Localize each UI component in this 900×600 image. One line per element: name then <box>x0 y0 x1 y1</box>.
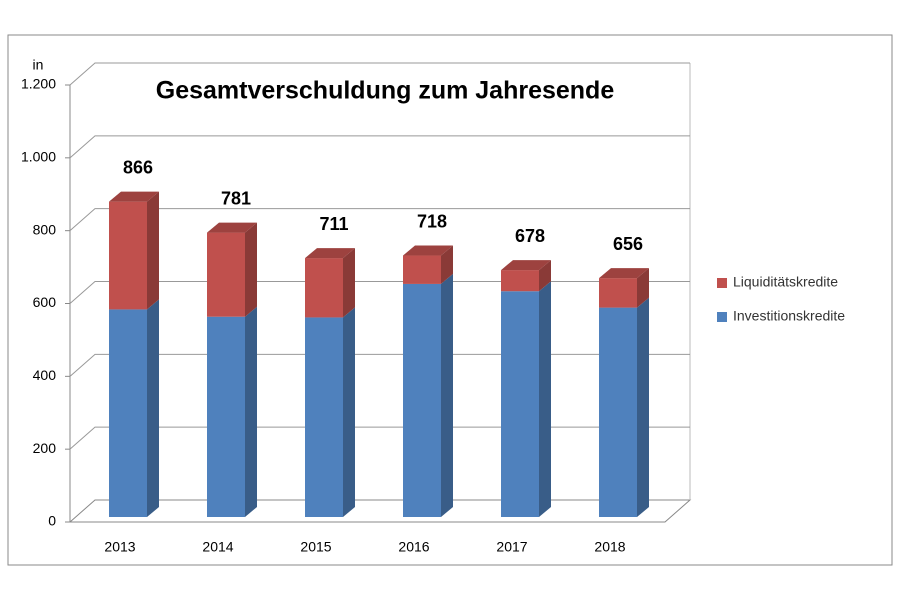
grid-line <box>69 208 690 232</box>
x-tick-label: 2013 <box>104 539 135 555</box>
bar-segment-side <box>441 245 453 284</box>
bar-segment <box>501 270 539 292</box>
legend-text: Investitionskredite <box>733 308 845 324</box>
total-label: 656 <box>613 234 643 254</box>
bar-segment <box>207 316 245 517</box>
y-tick-label: 600 <box>33 294 57 310</box>
y-tick-label: 0 <box>48 513 56 529</box>
y-tick-label: 200 <box>33 440 57 456</box>
x-tick-label: 2016 <box>398 539 429 555</box>
bar-segment <box>403 255 441 284</box>
bar-segment-top <box>207 222 257 233</box>
total-label: 781 <box>221 188 251 208</box>
grid-line <box>69 62 690 86</box>
grid-line <box>69 426 690 450</box>
legend-swatch <box>717 278 727 288</box>
bar-segment-side <box>441 273 453 517</box>
bar-segment-top <box>403 245 453 256</box>
grid-line <box>69 281 690 304</box>
bar-segment-side <box>147 191 159 310</box>
legend-swatch <box>717 312 727 322</box>
legend-text: Liquiditätskredite <box>733 274 838 290</box>
bar-segment <box>305 258 343 318</box>
bar-segment <box>501 291 539 517</box>
bar-segment-side <box>539 281 551 517</box>
y-tick-label: 1.200 <box>21 76 56 92</box>
bar-segment-top <box>305 248 355 259</box>
total-label: 866 <box>123 157 153 177</box>
x-tick-label: 2014 <box>202 539 233 555</box>
bar-segment-side <box>147 299 159 517</box>
bar-segment <box>109 201 147 310</box>
bar-segment <box>207 232 245 317</box>
y-tick-label: 1.000 <box>21 149 56 165</box>
bar-segment-side <box>637 268 649 308</box>
y-axis-label: in <box>33 57 44 73</box>
bar-segment-side <box>245 222 257 317</box>
total-label: 678 <box>515 226 545 246</box>
bar-segment-top <box>599 268 649 279</box>
x-tick-label: 2015 <box>300 539 331 555</box>
bar-segment-side <box>343 307 355 517</box>
bar-segment-side <box>245 306 257 517</box>
bar-segment <box>305 317 343 517</box>
bar-segment <box>403 283 441 517</box>
bar-segment <box>109 309 147 517</box>
bar-segment-top <box>501 260 551 271</box>
chart-title: Gesamtverschuldung zum Jahresende <box>156 77 615 105</box>
x-tick-label: 2018 <box>594 539 625 555</box>
bar-segment-side <box>343 248 355 318</box>
bar-segment-side <box>637 297 649 517</box>
y-tick-label: 800 <box>33 221 57 237</box>
y-tick-label: 400 <box>33 367 57 383</box>
bar-segment-top <box>109 191 159 202</box>
bar-segment-side <box>539 260 551 292</box>
bar-segment <box>599 307 637 517</box>
x-tick-label: 2017 <box>496 539 527 555</box>
grid-line <box>69 353 690 377</box>
total-label: 711 <box>319 214 348 234</box>
grid-line <box>69 135 690 159</box>
bar-segment <box>599 278 637 308</box>
total-label: 718 <box>417 211 447 231</box>
